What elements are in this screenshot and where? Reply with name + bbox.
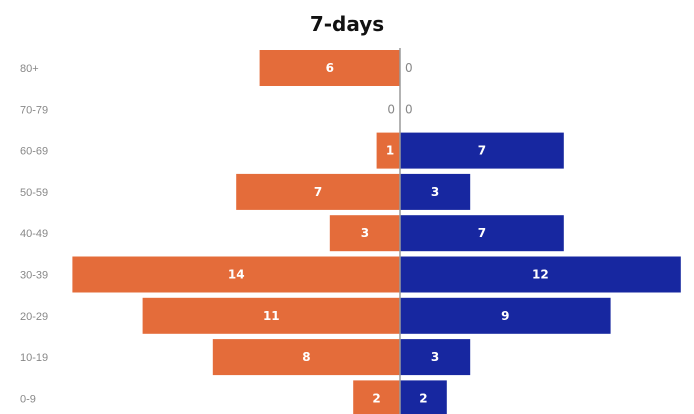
y-tick-label: 10-19 <box>20 352 48 364</box>
right-bar-value-label: 2 <box>419 391 427 405</box>
right-bar <box>400 173 471 210</box>
right-bar-value-label: 3 <box>431 185 439 199</box>
right-bar <box>400 380 447 414</box>
left-bar <box>142 297 400 334</box>
left-bar-value-label: 1 <box>386 144 394 158</box>
chart-title: 7-days <box>309 12 385 36</box>
left-bar <box>72 256 401 293</box>
right-bar-value-label: 7 <box>478 226 486 240</box>
y-tick-label: 60-69 <box>20 146 48 158</box>
left-bar <box>259 50 400 86</box>
left-bar <box>329 215 400 252</box>
left-bar-value-label: 7 <box>314 185 322 199</box>
y-tick-label: 50-59 <box>20 187 48 199</box>
y-tick-label: 20-29 <box>20 311 48 323</box>
right-bar <box>400 132 564 169</box>
right-bar-value-label: 9 <box>501 309 509 323</box>
right-bar-value-label: 0 <box>405 102 413 116</box>
left-bar-value-label: 8 <box>302 350 310 364</box>
right-bar-value-label: 12 <box>532 268 549 282</box>
right-bar <box>400 297 611 334</box>
left-bar-value-label: 2 <box>372 391 380 405</box>
left-bar-value-label: 11 <box>263 309 280 323</box>
y-tick-label: 40-49 <box>20 228 48 240</box>
right-bar-value-label: 7 <box>478 144 486 158</box>
left-bar <box>236 173 400 210</box>
right-bar <box>400 215 564 252</box>
right-bar <box>400 339 471 376</box>
left-bar-value-label: 14 <box>228 268 245 282</box>
y-tick-label: 70-79 <box>20 104 48 116</box>
right-bar <box>400 256 681 293</box>
left-bar-value-label: 6 <box>326 61 334 75</box>
y-tick-label: 0-9 <box>20 393 36 405</box>
labels-layer: 80+ 6 070-79 0 060-69 1 750-59 7 340-49 3 730-39 14… <box>20 61 549 405</box>
left-bar <box>353 380 400 414</box>
right-bar-value-label: 0 <box>405 61 413 75</box>
right-bar-value-label: 3 <box>431 350 439 364</box>
left-bar-value-label: 0 <box>387 102 395 116</box>
left-bar <box>376 132 400 169</box>
y-tick-label: 30-39 <box>20 270 48 282</box>
y-tick-label: 80+ <box>20 63 39 75</box>
bars-layer <box>72 50 681 414</box>
left-bar-value-label: 3 <box>361 226 369 240</box>
left-bar <box>212 339 400 376</box>
